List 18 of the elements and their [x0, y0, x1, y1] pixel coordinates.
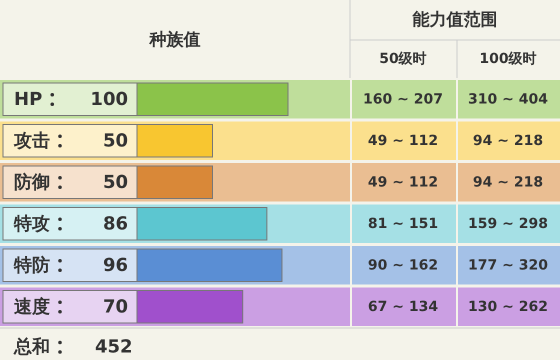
annotation: 50级时: [379, 51, 427, 67]
annotation: 67 ~ 134: [368, 298, 438, 315]
annotation: 94 ~ 218: [472, 132, 544, 149]
annotation: 159 ~ 298: [468, 216, 548, 232]
annotation: 177 ~ 320: [468, 257, 548, 274]
annotation: 94 ~ 218: [472, 174, 544, 190]
annotation: 81 ~ 151: [368, 216, 438, 232]
title: 种族值: [150, 30, 200, 50]
annotation: 160 ~ 207: [363, 91, 443, 108]
annotation: 452: [95, 336, 133, 358]
annotation: 90 ~ 162: [368, 257, 438, 274]
annotation: 49 ~ 112: [368, 132, 438, 149]
annotation: 310 ~ 404: [468, 91, 548, 108]
annotation: 130 ~ 262: [468, 298, 548, 315]
annotation: 49 ~ 112: [368, 174, 438, 190]
annotation: 100级时: [479, 51, 537, 67]
annotation: 能力值范围: [412, 10, 498, 30]
annotation: 总和: [14, 336, 50, 358]
